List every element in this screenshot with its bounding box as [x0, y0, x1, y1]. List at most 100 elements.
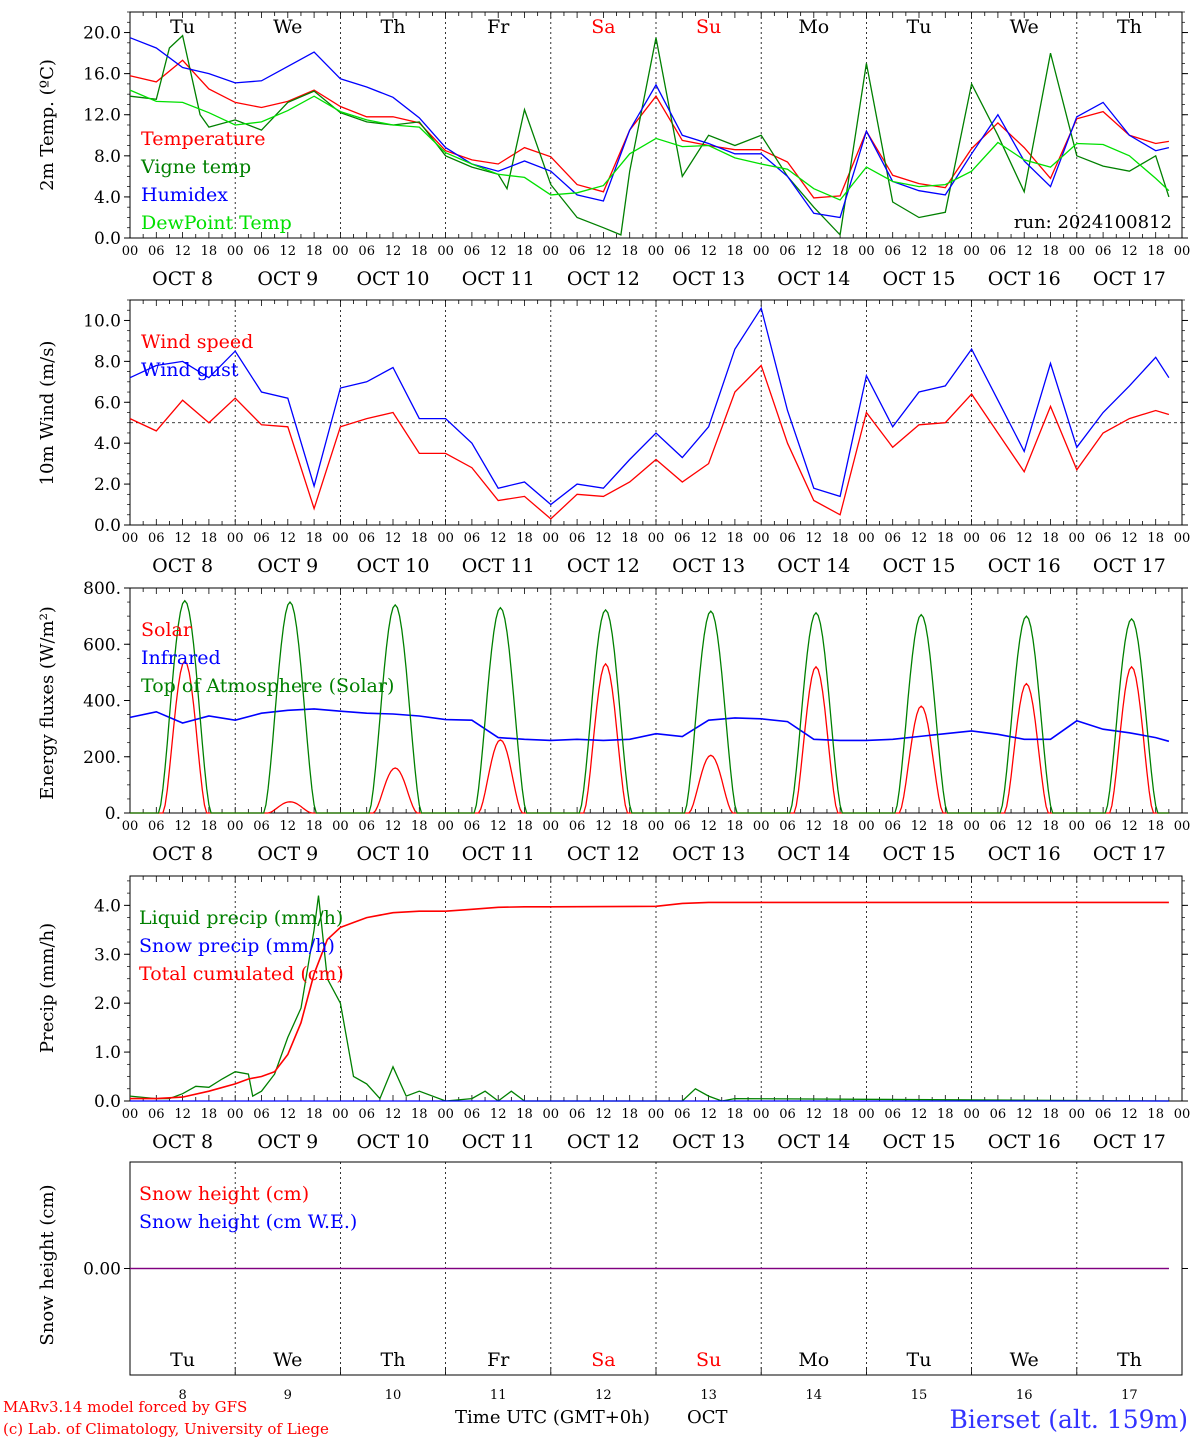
hour-tick-label: 12	[280, 819, 297, 834]
hour-tick-label: 12	[911, 531, 928, 546]
day-number-label: 14	[806, 1388, 823, 1403]
y-tick-label: 8.0	[94, 352, 121, 372]
hour-tick-label: 00	[648, 244, 665, 259]
hour-tick-label: 12	[280, 531, 297, 546]
series-line-wind-gust	[129, 306, 1170, 506]
hour-tick-label: 18	[1147, 244, 1164, 259]
hour-tick-label: 12	[700, 819, 717, 834]
hour-tick-label: 06	[674, 819, 691, 834]
date-label: OCT 11	[462, 268, 535, 290]
hour-tick-label: 18	[1147, 819, 1164, 834]
hour-tick-label: 12	[1016, 1107, 1033, 1122]
day-name-label: Th	[381, 1349, 406, 1371]
hour-tick-label: 00	[648, 531, 665, 546]
hour-tick-label: 18	[621, 244, 638, 259]
legend-entry: Temperature	[141, 128, 265, 150]
hour-tick-label: 12	[700, 1107, 717, 1122]
hour-tick-label: 00	[122, 531, 139, 546]
hour-tick-label: 18	[727, 244, 744, 259]
y-tick-label: 0.0	[94, 1092, 121, 1112]
hour-tick-label: 18	[832, 531, 849, 546]
hour-tick-label: 00	[753, 819, 770, 834]
hour-tick-label: 12	[806, 819, 823, 834]
hour-tick-label: 00	[648, 819, 665, 834]
hour-tick-label: 06	[253, 819, 270, 834]
series-line-top-of-atmosphere-solar-	[130, 599, 1169, 814]
hour-tick-label: 12	[1121, 1107, 1138, 1122]
date-label: OCT 17	[1093, 1131, 1166, 1153]
hour-tick-label: 18	[306, 244, 323, 259]
hour-tick-label: 18	[1042, 819, 1059, 834]
legend-entry: Vigne temp	[140, 156, 251, 178]
date-label: OCT 12	[567, 843, 640, 865]
hour-tick-label: 00	[1174, 1107, 1191, 1122]
day-name-label: Sa	[591, 16, 615, 38]
hour-tick-label: 06	[253, 244, 270, 259]
hour-tick-label: 00	[1174, 531, 1191, 546]
hour-tick-label: 00	[543, 1107, 560, 1122]
series-line-humidex	[129, 37, 1170, 219]
hour-tick-label: 00	[1069, 819, 1086, 834]
hour-tick-label: 00	[122, 244, 139, 259]
hour-tick-label: 18	[306, 531, 323, 546]
y-tick-label: 4.0	[94, 188, 121, 208]
hour-tick-label: 00	[858, 244, 875, 259]
panel-2: 0.0 2.0 4.0 6.0 8.0 10.0 10m Wind (m/s) 00 06 12 1…	[37, 299, 1191, 577]
hour-tick-label: 00	[858, 531, 875, 546]
hour-tick-label: 00	[753, 244, 770, 259]
hour-tick-label: 12	[595, 531, 612, 546]
date-label: OCT 17	[1093, 555, 1166, 577]
day-name-label: We	[273, 16, 302, 38]
hour-tick-label: 00	[963, 819, 980, 834]
hour-tick-label: 00	[332, 1107, 349, 1122]
hour-tick-label: 18	[516, 1107, 533, 1122]
hour-tick-label: 18	[306, 1107, 323, 1122]
hour-tick-label: 18	[727, 531, 744, 546]
date-label: OCT 16	[988, 1131, 1061, 1153]
hour-tick-label: 12	[595, 819, 612, 834]
date-label: OCT 15	[882, 1131, 955, 1153]
hour-tick-label: 12	[490, 1107, 507, 1122]
hour-tick-label: 18	[1147, 1107, 1164, 1122]
y-axis-label: Precip (mm/h)	[37, 923, 58, 1053]
hour-tick-label: 00	[227, 531, 244, 546]
hour-tick-label: 06	[358, 244, 375, 259]
legend-entry: Snow height (cm)	[139, 1183, 309, 1205]
hour-tick-label: 18	[937, 531, 954, 546]
hour-tick-label: 00	[543, 819, 560, 834]
hour-tick-label: 00	[1069, 531, 1086, 546]
hour-tick-label: 00	[1069, 244, 1086, 259]
hour-tick-label: 12	[385, 819, 402, 834]
hour-tick-label: 06	[1095, 1107, 1112, 1122]
hour-tick-label: 12	[385, 244, 402, 259]
y-tick-label: 4.0	[94, 896, 121, 916]
y-tick-label: 200.	[83, 748, 121, 768]
hour-tick-label: 06	[358, 819, 375, 834]
hour-tick-label: 06	[674, 531, 691, 546]
hour-tick-label: 18	[201, 244, 218, 259]
hour-tick-label: 12	[911, 244, 928, 259]
hour-tick-label: 06	[464, 819, 481, 834]
x-axis-month: OCT	[687, 1407, 728, 1428]
date-label: OCT 14	[777, 1131, 850, 1153]
day-number-label: 17	[1121, 1388, 1138, 1403]
hour-tick-label: 18	[411, 819, 428, 834]
x-axis-title: Time UTC (GMT+0h)	[455, 1407, 650, 1428]
hour-tick-label: 12	[806, 531, 823, 546]
date-label: OCT 11	[462, 555, 535, 577]
panel-4: 0.0 1.0 2.0 3.0 4.0 Precip (mm/h) 00 06 12 18 OCT …	[37, 875, 1191, 1153]
series-line-total-cumulated-cm-	[130, 901, 1169, 1100]
hour-tick-label: 06	[779, 819, 796, 834]
hour-tick-label: 00	[227, 1107, 244, 1122]
hour-tick-label: 06	[148, 1107, 165, 1122]
hour-tick-label: 12	[806, 244, 823, 259]
hour-tick-label: 18	[937, 1107, 954, 1122]
y-axis-label: 2m Temp. (ºC)	[37, 59, 58, 191]
series-line-infrared	[129, 708, 1170, 743]
hour-tick-label: 18	[937, 819, 954, 834]
footer-copyright: (c) Lab. of Climatology, University of L…	[3, 1420, 329, 1438]
hour-tick-label: 18	[727, 819, 744, 834]
date-label: OCT 14	[777, 268, 850, 290]
hour-tick-label: 06	[253, 1107, 270, 1122]
